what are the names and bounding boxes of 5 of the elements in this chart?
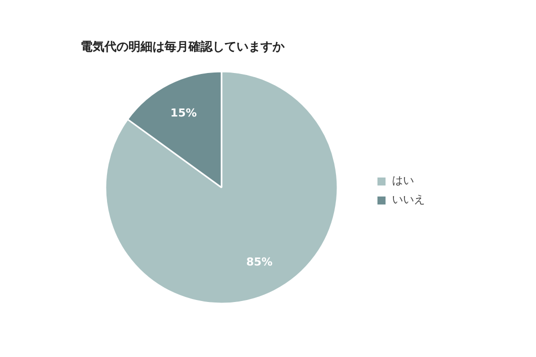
- legend-label: いいえ: [392, 192, 425, 207]
- legend-label: はい: [392, 173, 414, 188]
- data-label: 15%: [170, 106, 197, 120]
- chart-title: 電気代の明細は毎月確認していますか: [80, 40, 286, 54]
- data-label: 85%: [246, 255, 273, 268]
